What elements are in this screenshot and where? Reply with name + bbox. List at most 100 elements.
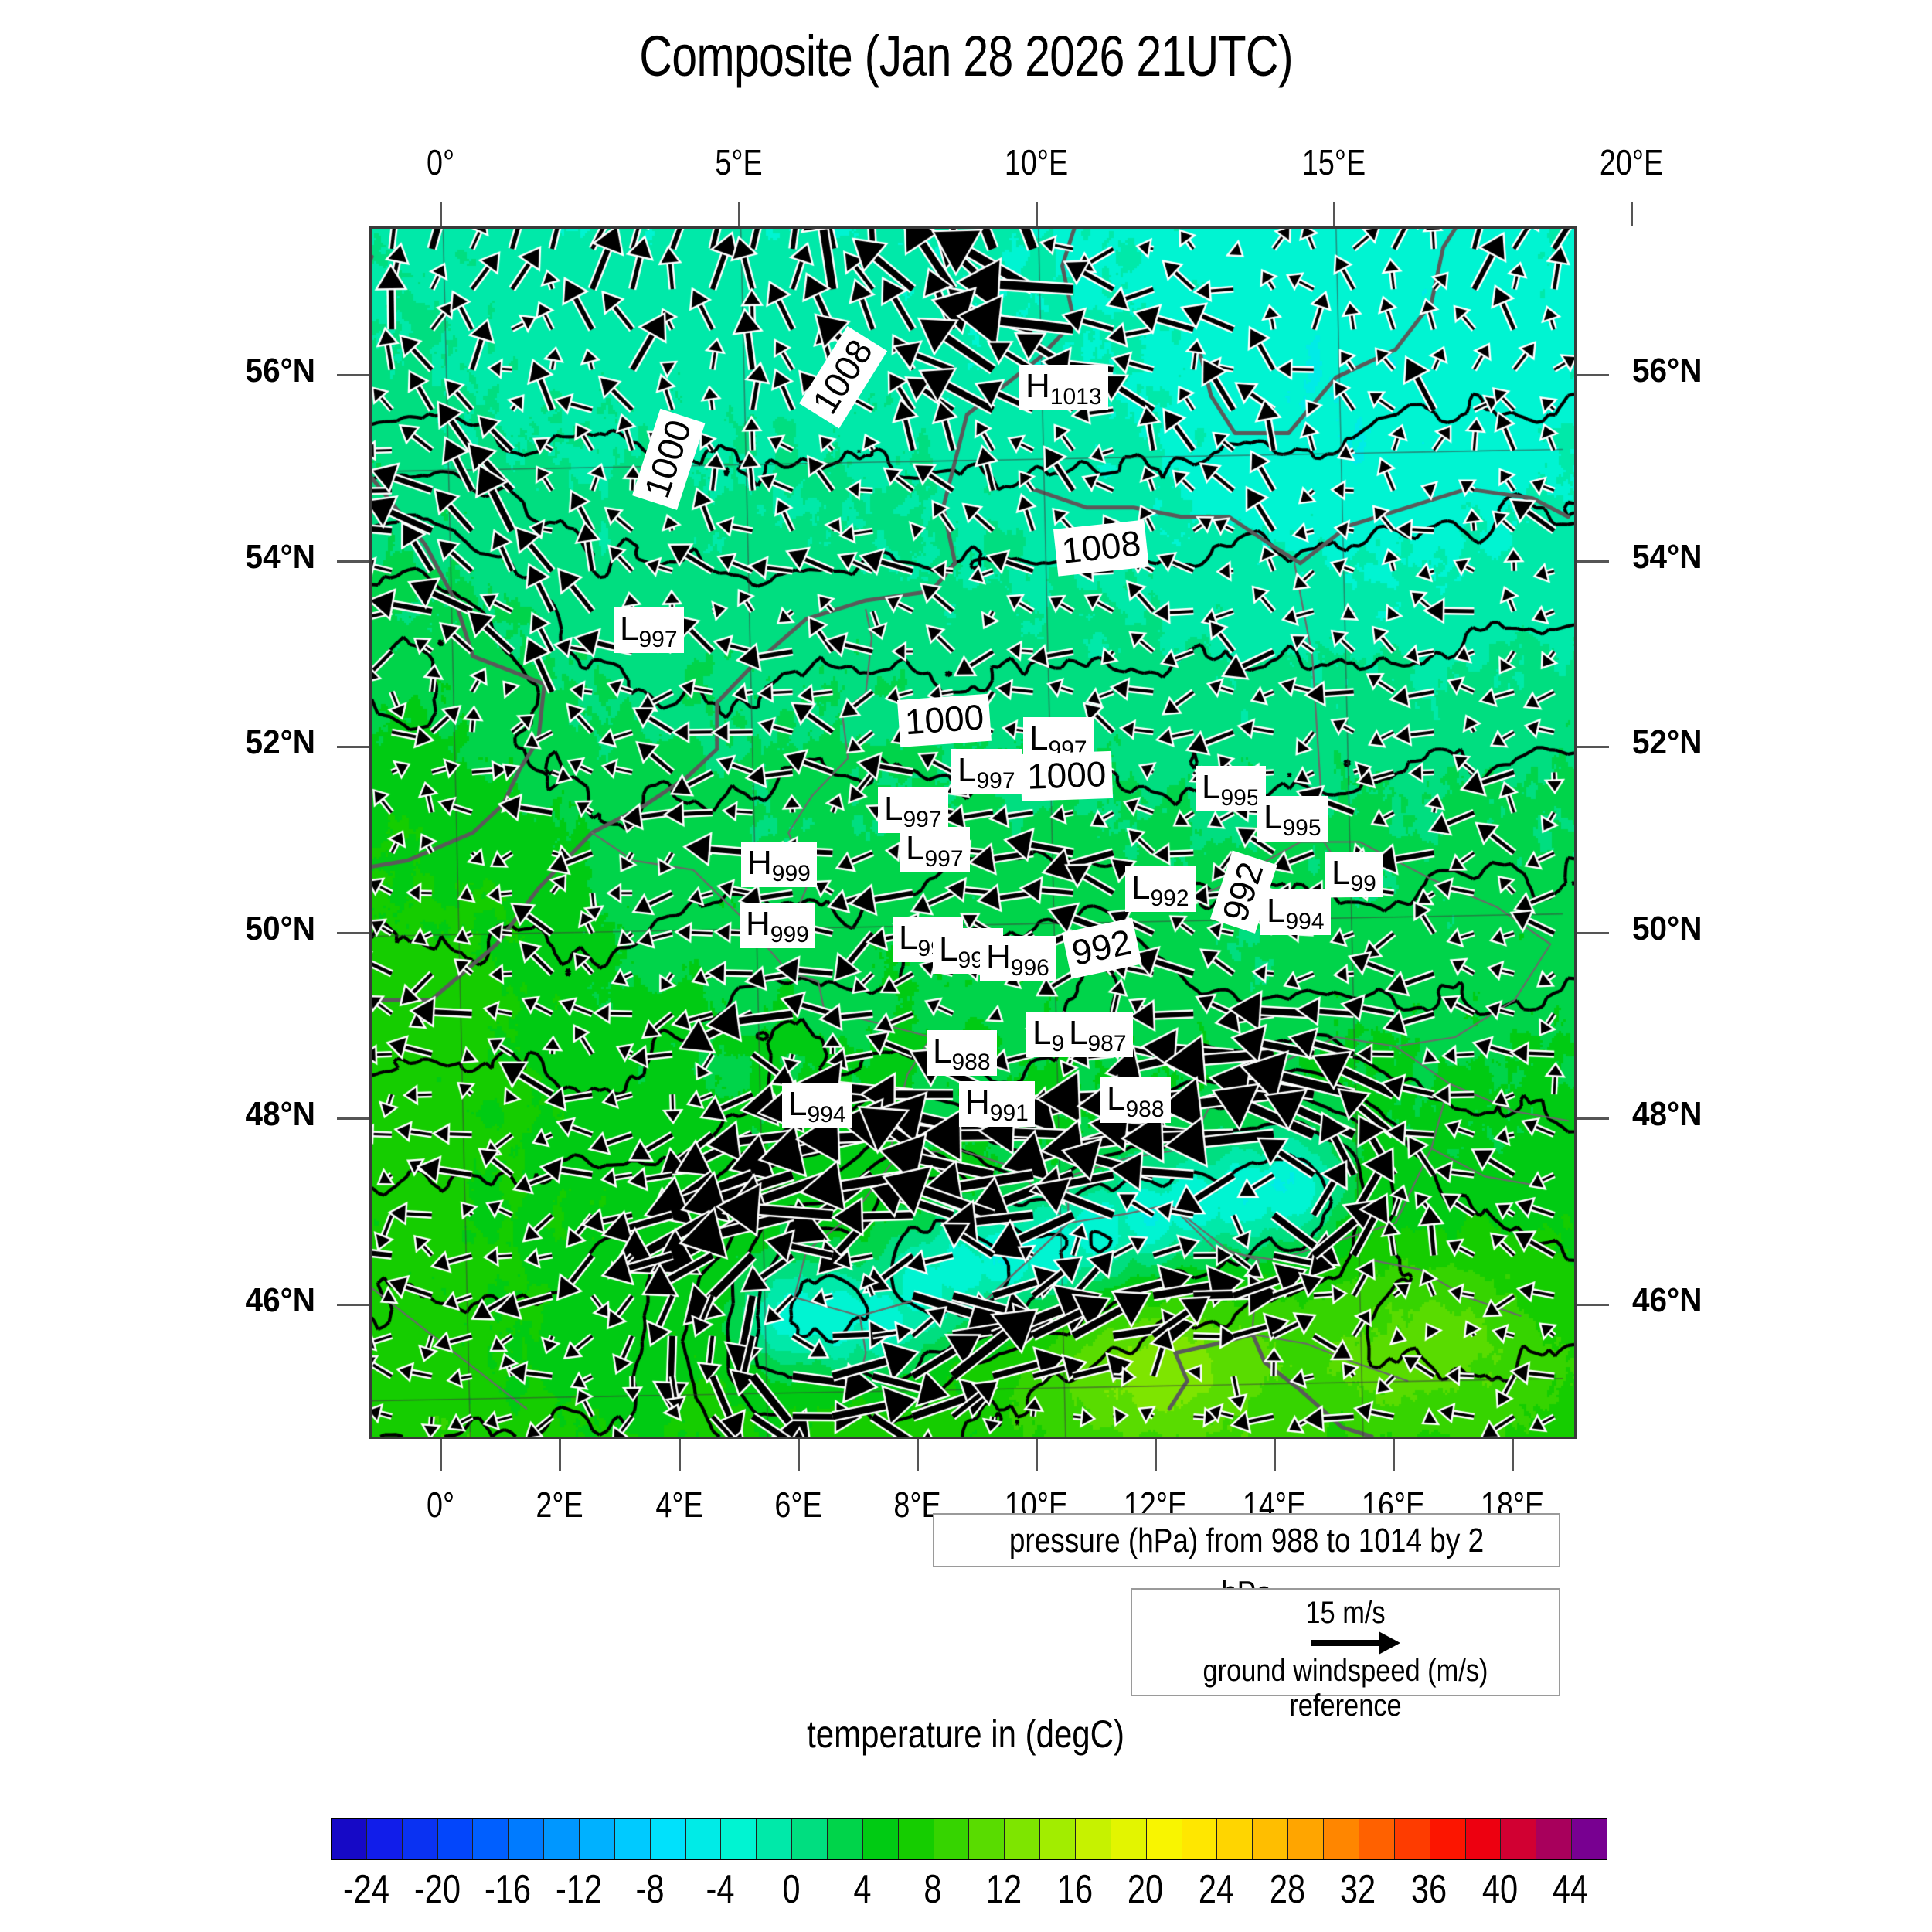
pressure-low-label: L99	[1325, 852, 1383, 897]
colorbar-cell	[332, 1819, 367, 1859]
low-center-marker: L	[906, 829, 925, 867]
colorbar-cell	[1146, 1819, 1182, 1859]
low-center-marker: L	[939, 930, 958, 968]
pressure-legend: pressure (hPa) from 988 to 1014 by 2 hPa	[933, 1513, 1560, 1612]
axis-tick-top	[1035, 202, 1038, 226]
colorbar-cell	[792, 1819, 828, 1859]
pressure-low-label: L997	[900, 827, 970, 872]
colorbar-cell	[1005, 1819, 1041, 1859]
colorbar-tick-label: 32	[1340, 1867, 1376, 1912]
low-center-marker: L	[899, 919, 918, 957]
axis-label-right: 56°N	[1632, 352, 1702, 390]
colorbar-cell	[544, 1819, 580, 1859]
colorbar-cell	[685, 1819, 722, 1859]
pressure-low-label: L994	[1260, 889, 1331, 935]
axis-label-top: 10°E	[1004, 142, 1068, 182]
axis-label-right: 54°N	[1632, 537, 1702, 576]
low-center-marker: L	[933, 1032, 952, 1070]
colorbar-cell	[650, 1819, 686, 1859]
isobar-value-label: 1008	[799, 325, 888, 429]
high-center-marker: H	[747, 844, 772, 882]
low-center-marker: L	[620, 610, 639, 648]
colorbar-cell	[1465, 1819, 1502, 1859]
axis-tick-right	[1577, 746, 1609, 749]
pressure-value-subscript: 999	[770, 922, 809, 947]
isobar-value-label: 1000	[897, 693, 992, 747]
colorbar-cell	[614, 1819, 651, 1859]
colorbar-cell	[580, 1819, 615, 1859]
axis-tick-left	[337, 1303, 369, 1306]
pressure-high-label: H1013	[1019, 365, 1108, 410]
colorbar-tick-label: 28	[1269, 1867, 1305, 1912]
colorbar-tick-label: 40	[1481, 1867, 1518, 1912]
colorbar-cell	[862, 1819, 899, 1859]
wind-reference-legend: 15 m/s ground windspeed (m/s) reference	[1131, 1588, 1560, 1723]
colorbar-cell	[969, 1819, 1005, 1859]
low-center-marker: L	[788, 1085, 808, 1123]
axis-tick-right	[1577, 931, 1609, 934]
axis-tick-bottom	[1273, 1439, 1276, 1471]
axis-label-left: 48°N	[245, 1095, 315, 1134]
axis-tick-right	[1577, 1303, 1609, 1306]
colorbar-tick-label: 16	[1056, 1867, 1093, 1912]
colorbar-tick-label: -16	[485, 1867, 532, 1912]
colorbar-tick-label: 0	[782, 1867, 801, 1912]
colorbar-title-text: temperature in (degC)	[807, 1713, 1125, 1756]
low-center-marker: L	[1267, 892, 1286, 930]
wind-legend-value: 15 m/s	[1305, 1596, 1386, 1630]
low-center-marker: L	[1131, 869, 1151, 906]
colorbar-cell	[473, 1819, 509, 1859]
pressure-value-subscript: 997	[638, 627, 678, 652]
axis-label-right: 52°N	[1632, 723, 1702, 762]
axis-tick-bottom	[1035, 1439, 1038, 1471]
colorbar-cell	[1217, 1819, 1253, 1859]
colorbar-cell	[898, 1819, 934, 1859]
low-center-marker: L	[957, 751, 977, 789]
colorbar-tick-label: 12	[985, 1867, 1022, 1912]
axis-label-top: 5°E	[714, 142, 763, 182]
colorbar-cell	[366, 1819, 403, 1859]
colorbar-cell	[757, 1819, 793, 1859]
axis-label-left: 54°N	[245, 537, 315, 576]
pressure-low-label: L997	[951, 749, 1022, 794]
axis-tick-top	[1332, 202, 1335, 226]
colorbar-tick-label: -4	[706, 1867, 735, 1912]
colorbar-tick-label: -20	[413, 1867, 461, 1912]
low-center-marker: L	[1264, 798, 1283, 836]
isobar-value-label: 1008	[1053, 519, 1150, 577]
pressure-low-label: L988	[1100, 1077, 1171, 1123]
pressure-value-subscript: 995	[1282, 815, 1321, 841]
pressure-high-label: H991	[959, 1081, 1035, 1127]
pressure-low-label: L995	[1196, 766, 1266, 811]
axis-tick-bottom	[1392, 1439, 1395, 1471]
low-center-marker: L	[1107, 1080, 1126, 1117]
colorbar-tick-label: -12	[555, 1867, 602, 1912]
temperature-colorbar[interactable]	[331, 1818, 1607, 1860]
axis-label-left: 50°N	[245, 909, 315, 947]
axis-tick-bottom	[1154, 1439, 1157, 1471]
colorbar-cell	[1111, 1819, 1147, 1859]
colorbar-tick-label: 8	[923, 1867, 942, 1912]
low-center-marker: L	[1032, 1014, 1052, 1052]
axis-tick-top	[1631, 202, 1634, 226]
colorbar-cell	[934, 1819, 970, 1859]
colorbar-cell	[402, 1819, 438, 1859]
low-center-marker: L	[1029, 719, 1049, 757]
pressure-low-label: L994	[933, 928, 1003, 974]
pressure-low-label: L995	[1257, 796, 1328, 842]
low-center-marker: L	[1202, 768, 1221, 806]
axis-tick-top	[440, 202, 443, 226]
axis-label-top: 15°E	[1301, 142, 1366, 182]
colorbar-cell	[1501, 1819, 1537, 1859]
colorbar-tick-label: 4	[852, 1867, 872, 1912]
axis-tick-left	[337, 560, 369, 563]
axis-tick-left	[337, 1117, 369, 1121]
pressure-high-label: H999	[740, 903, 815, 948]
pressure-low-label: L994	[782, 1083, 852, 1128]
isobar-value-label: 1000	[1020, 750, 1114, 801]
contour-label-host: H1013 1008 1008 1000 L997 1000 L997 L997 1000 L99…	[372, 229, 1574, 1437]
axis-label-top: 20°E	[1599, 142, 1664, 182]
low-center-marker: L	[1069, 1014, 1088, 1052]
pressure-low-label: L997	[614, 607, 684, 653]
map-plot-area[interactable]: H1013 1008 1008 1000 L997 1000 L997 L997 1000 L99…	[369, 226, 1577, 1439]
